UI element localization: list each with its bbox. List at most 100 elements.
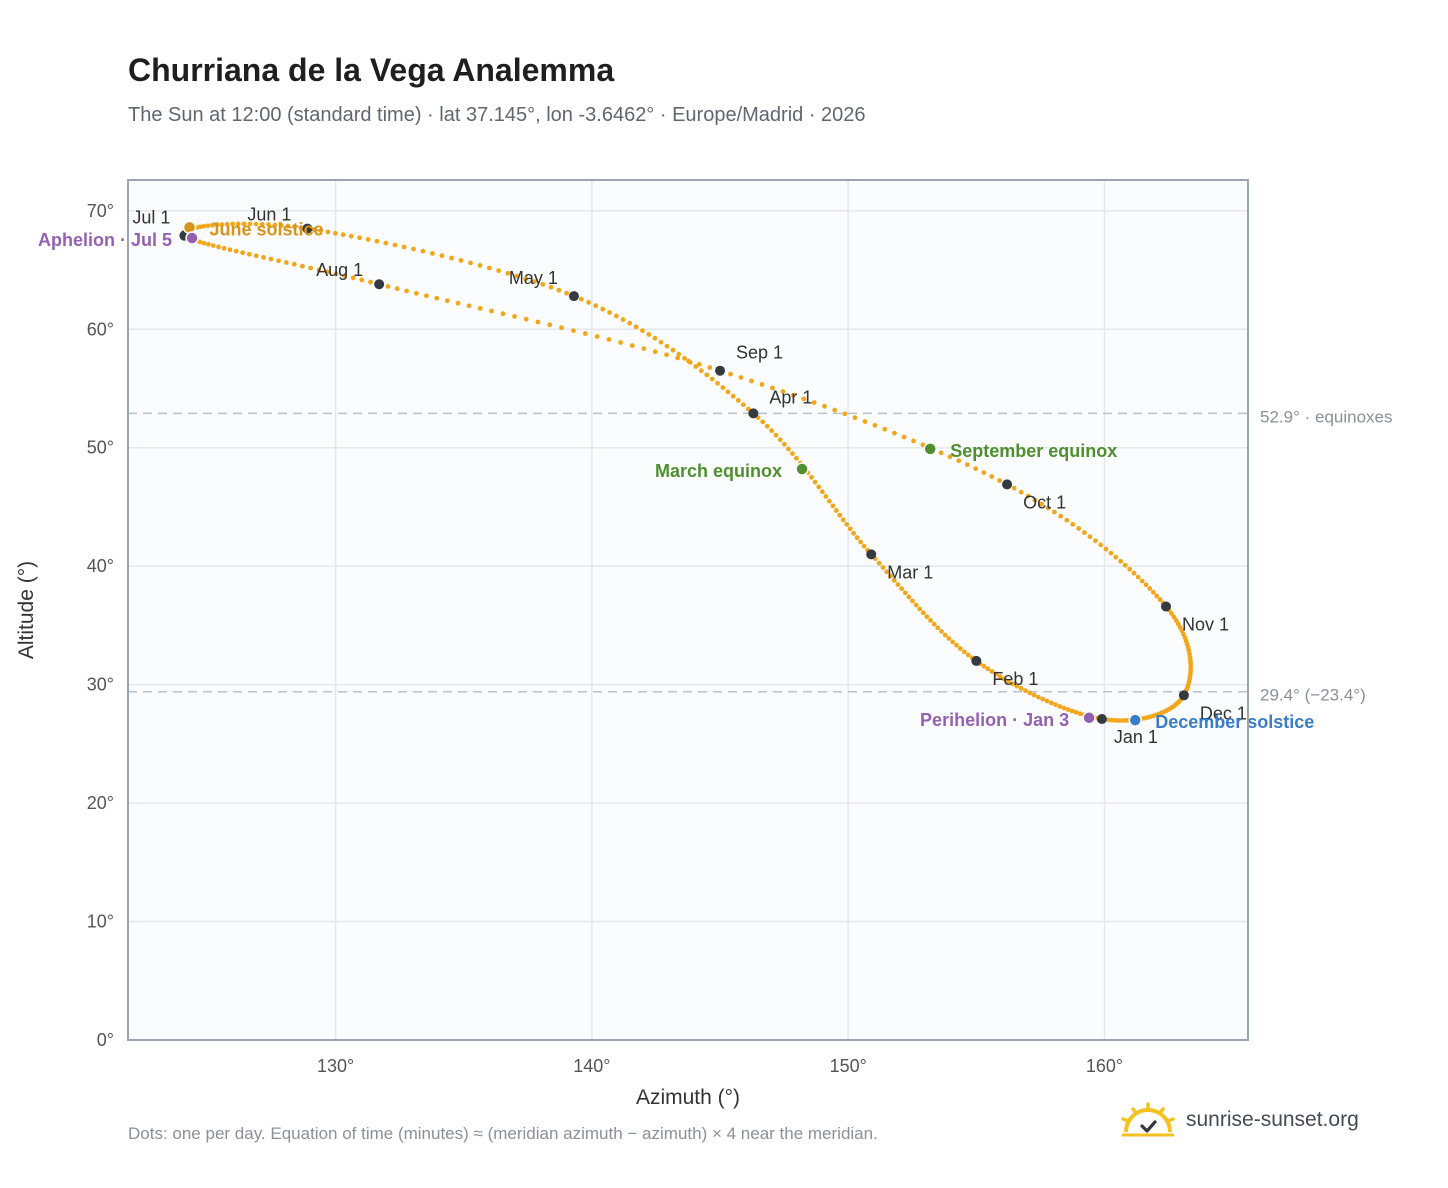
day-dot [777, 437, 783, 443]
day-dot [693, 364, 699, 369]
day-dot [582, 331, 588, 336]
day-dot [1087, 534, 1093, 540]
day-dot [318, 228, 324, 234]
day-dot [997, 478, 1002, 483]
day-dot [468, 260, 473, 266]
day-dot [247, 221, 253, 227]
event-label: March equinox [655, 461, 782, 481]
day-dot [851, 530, 857, 536]
x-tick-label: 160° [1086, 1056, 1123, 1076]
day-dot [1171, 614, 1177, 620]
day-dot [477, 305, 483, 311]
day-dot [1053, 702, 1058, 708]
day-dot [224, 221, 230, 227]
month-label: Mar 1 [887, 562, 933, 582]
day-dot [989, 668, 995, 674]
day-dot [833, 508, 839, 513]
day-dot [981, 663, 987, 669]
day-dot [1143, 582, 1149, 588]
day-dot [954, 642, 959, 648]
y-tick-label: 70° [87, 201, 114, 221]
day-dot [496, 268, 502, 274]
day-dot [298, 225, 304, 231]
day-dot [1058, 513, 1064, 519]
day-dot [197, 239, 203, 245]
day-dot [633, 324, 639, 330]
day-dot [556, 287, 562, 293]
day-dot [698, 368, 704, 374]
day-dot [981, 470, 987, 476]
day-dot [899, 586, 905, 592]
day-dot [812, 479, 818, 485]
plot-area [128, 180, 1248, 1040]
day-dot [872, 422, 878, 428]
day-dot [216, 244, 221, 250]
day-dot [880, 565, 886, 570]
day-dot [209, 222, 215, 228]
day-dot [809, 474, 814, 480]
day-dot [1044, 698, 1050, 704]
day-dot [823, 494, 829, 499]
day-dot [359, 277, 365, 283]
day-dot [822, 403, 827, 409]
day-dot [606, 337, 612, 342]
day-dot [540, 281, 546, 287]
day-dot [535, 319, 541, 325]
day-dot [394, 286, 400, 292]
y-tick-label: 20° [87, 793, 114, 813]
day-dot [842, 411, 848, 417]
day-dot [1139, 578, 1145, 584]
day-dot [291, 261, 297, 267]
footnote: Dots: one per day. Equation of time (min… [128, 1124, 878, 1143]
day-dot [1065, 707, 1071, 712]
day-dot [285, 223, 291, 229]
y-tick-label: 0° [97, 1030, 114, 1050]
day-dot [283, 260, 289, 265]
day-dot [707, 365, 713, 370]
y-tick-label: 60° [87, 319, 114, 339]
day-dot [709, 376, 715, 382]
month-label: Jan 1 [1114, 727, 1158, 747]
day-dot [523, 276, 529, 282]
day-dot [730, 393, 736, 399]
day-dot [816, 484, 822, 490]
chart-subtitle: The Sun at 12:00 (standard time) · lat 3… [128, 104, 866, 126]
month-marker [866, 549, 877, 560]
day-dot [466, 303, 472, 309]
day-dot [1010, 681, 1015, 687]
day-dot [547, 322, 553, 328]
day-dot [891, 577, 897, 583]
day-dot [278, 223, 284, 228]
brand[interactable]: sunrise-sunset.org [1120, 1102, 1359, 1138]
day-dot [629, 343, 635, 348]
day-dot [1116, 718, 1122, 723]
day-dot [738, 375, 744, 380]
brand-name: sunrise-sunset.org [1186, 1108, 1359, 1131]
day-dot [1118, 558, 1124, 564]
day-dot [946, 636, 952, 641]
day-dot [764, 423, 770, 429]
day-dot [210, 243, 216, 249]
day-dot [253, 253, 259, 259]
event-marker [923, 442, 937, 456]
day-dot [523, 316, 529, 322]
day-dot [1039, 501, 1044, 507]
day-dot [241, 221, 247, 227]
day-dot [1122, 562, 1128, 568]
day-dot [1052, 509, 1057, 515]
day-dot [786, 446, 791, 452]
day-dot [1057, 703, 1063, 709]
day-dot [1061, 705, 1067, 711]
day-dot [1073, 709, 1079, 715]
sun-logo-icon [1121, 1102, 1175, 1137]
day-dot [1011, 485, 1017, 491]
day-dot [593, 303, 599, 309]
day-dot [1040, 696, 1046, 702]
day-dot [227, 247, 233, 253]
day-dot [1023, 688, 1028, 694]
event-marker [185, 231, 199, 245]
day-dot [965, 652, 971, 658]
x-axis-title: Azimuth (°) [636, 1086, 740, 1109]
day-dot [935, 625, 941, 631]
